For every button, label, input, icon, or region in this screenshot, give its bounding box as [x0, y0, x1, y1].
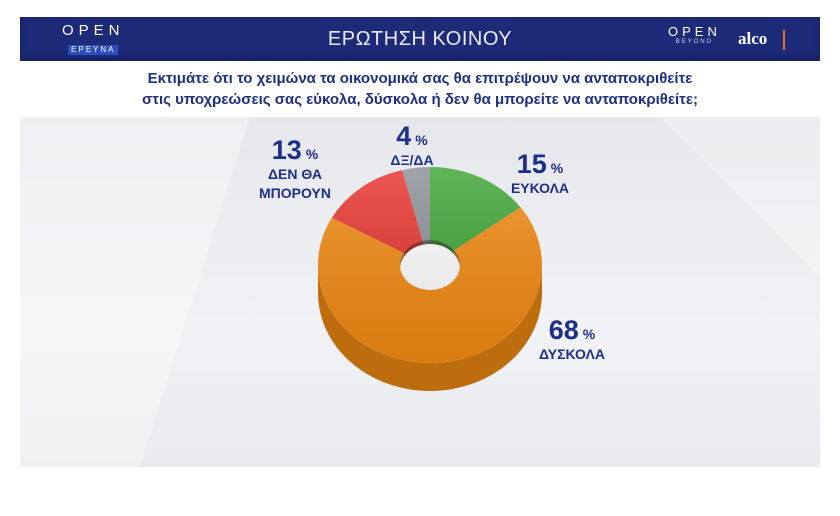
slice-value-label-1: 68% [549, 315, 596, 345]
donut-chart: 15 %ΕΥΚΟΛΑ 68 %ΔΥΣΚΟΛΑ 13 %ΔΕΝ ΘΑ ΜΠΟΡΟΥΝ 4 %ΔΞ/… [20, 117, 820, 467]
slice-category-label-2-1: ΜΠΟΡΟΥΝ [259, 185, 331, 201]
alco-logo: alco [738, 29, 768, 48]
slice-value-label-0: 15% [517, 149, 564, 179]
page-title: ΕΡΩΤΗΣΗ ΚΟΙΝΟΥ [327, 28, 513, 50]
question-line-1: Εκτιμάτε ότι το χειμώνα τα οικονομικά σα… [147, 70, 693, 87]
slice-category-label-2-0: ΔΕΝ ΘΑ [268, 166, 322, 182]
logo-left-bottom: ΕΡΕΥΝΑ [68, 45, 119, 55]
slice-value-label-3: 4% [396, 121, 428, 151]
open-erevna-logo: OPEN ΕΡΕΥΝΑ [62, 23, 125, 57]
panel-highlight-right [660, 117, 820, 277]
logo-left-top: OPEN [62, 22, 125, 39]
survey-question: Εκτιμάτε ότι το χειμώνα τα οικονομικά σα… [20, 68, 820, 110]
open-beyond-logo: OPEN BEYOND [668, 24, 721, 46]
slice-value-label-2: 13% [272, 135, 319, 165]
logo-right-top: OPEN [668, 24, 721, 39]
slice-side-1 [318, 265, 542, 391]
logo-right-bottom: BEYOND [675, 39, 714, 45]
chart-panel: 15% ΕΥΚΟΛΑ 68% ΔΥΣΚΟΛΑ 13% ΔΕΝ ΘΑ ΜΠΟΡΟΥΝ 4% ΔΞ/… [20, 117, 820, 467]
donut-sheen [318, 167, 542, 363]
slice-category-label-3-0: ΔΞ/ΔΑ [390, 152, 433, 168]
slice-category-label-0-0: ΕΥΚΟΛΑ [511, 180, 569, 196]
header-bar: ΕΡΩΤΗΣΗ ΚΟΙΝΟΥ OPEN ΕΡΕΥΝΑ OPEN BEYOND a… [20, 17, 820, 61]
question-line-2: στις υποχρεώσεις σας εύκολα, δύσκολα ή δ… [142, 91, 698, 108]
slice-category-label-1-0: ΔΥΣΚΟΛΑ [539, 346, 605, 362]
panel-highlight [20, 117, 250, 467]
alco-logo-bar [783, 30, 785, 50]
